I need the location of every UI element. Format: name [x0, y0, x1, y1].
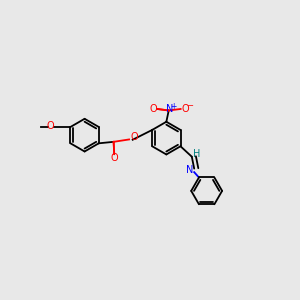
- Text: O: O: [182, 104, 190, 114]
- Text: O: O: [149, 104, 157, 114]
- Text: −: −: [186, 101, 193, 110]
- Text: O: O: [46, 121, 54, 131]
- Text: +: +: [171, 101, 177, 110]
- Text: O: O: [110, 154, 118, 164]
- Text: H: H: [194, 149, 201, 159]
- Text: O: O: [131, 132, 139, 142]
- Text: N: N: [186, 165, 194, 176]
- Text: N: N: [166, 104, 173, 114]
